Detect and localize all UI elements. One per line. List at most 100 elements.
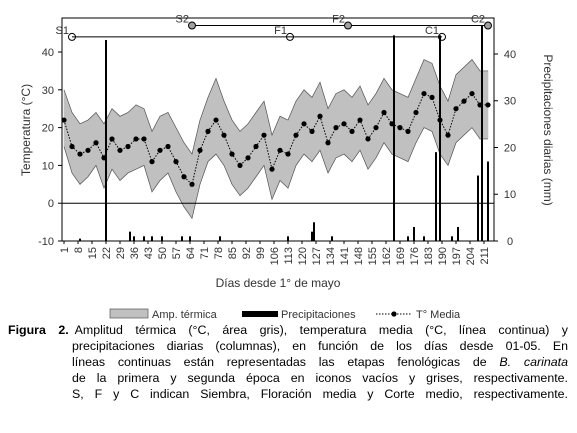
mean-dot	[165, 143, 171, 150]
mean-dot	[285, 151, 291, 157]
stage-label: S1	[56, 25, 69, 37]
x-tick-label: 176	[409, 247, 421, 265]
temp-range	[383, 77, 393, 156]
precip-bar	[451, 236, 453, 241]
precip-bar	[487, 161, 489, 241]
mean-dot	[293, 132, 299, 138]
stage-label: F2	[332, 14, 345, 26]
temp-range	[311, 82, 321, 163]
mean-dot	[181, 174, 187, 180]
caption-text: líneas continuas están representadas las…	[72, 355, 500, 369]
caption-italic: B. carinata	[499, 355, 568, 369]
x-tick-label: 36	[129, 247, 141, 259]
x-tick-label: 64	[185, 247, 197, 259]
legend-swatch	[109, 308, 149, 319]
mean-dot	[149, 159, 155, 165]
mean-dot	[109, 136, 115, 142]
stage-label: F1	[274, 25, 287, 37]
temp-range	[359, 85, 369, 170]
mean-dot	[93, 140, 99, 146]
x-tick-label: 141	[339, 247, 351, 265]
mean-dot	[485, 102, 491, 108]
precip-bar	[435, 152, 437, 241]
x-tick-label: 169	[395, 247, 407, 265]
temp-range	[287, 101, 297, 189]
x-tick-label: 106	[269, 247, 281, 265]
mean-dot	[117, 147, 123, 153]
y2-tick-label: 40	[504, 49, 516, 61]
mean-dot	[269, 166, 275, 172]
y-tick-label: 40	[42, 47, 54, 59]
mean-dot	[357, 117, 363, 123]
precip-bar	[129, 231, 131, 241]
temp-range	[407, 78, 417, 162]
mean-dot	[173, 159, 179, 165]
stage-label: S2	[176, 14, 189, 26]
x-tick-label: 155	[367, 247, 379, 265]
temp-range	[255, 100, 265, 178]
mean-dot	[141, 136, 147, 142]
legend-label: T° Media	[416, 309, 461, 321]
precip-bar	[457, 226, 459, 241]
temp-range	[367, 92, 377, 171]
precip-bar	[105, 39, 107, 241]
precip-bar	[311, 231, 313, 241]
temp-range	[351, 85, 361, 163]
stage-marker	[344, 21, 352, 30]
precip-bar	[181, 236, 183, 241]
caption-line: líneas continuas están representadas las…	[8, 354, 568, 370]
legend-label: Precipitaciones	[281, 309, 356, 321]
precip-bar	[331, 236, 333, 241]
mean-dot	[373, 125, 379, 131]
mean-dot	[253, 143, 259, 150]
stage-label: C1	[425, 25, 439, 37]
x-tick-label: 113	[283, 247, 295, 265]
mean-dot	[101, 155, 107, 161]
stage-marker	[188, 21, 196, 30]
temp-range	[231, 119, 241, 197]
y-tick-label: 0	[48, 198, 54, 210]
precip-bar	[143, 236, 145, 241]
caption-line: de la primera y segunda época en iconos …	[8, 370, 568, 386]
x-tick-label: 29	[115, 247, 127, 259]
legend-label: Amp. térmica	[152, 309, 218, 321]
y2-tick-label: 30	[504, 96, 516, 108]
y2-tick-label: 10	[504, 189, 516, 201]
precip-bar	[151, 236, 153, 241]
x-tick-label: 78	[213, 247, 225, 259]
mean-dot	[85, 147, 91, 153]
mean-dot	[477, 102, 483, 108]
caption-line: S, F y C indican Siembra, Floración medi…	[8, 386, 568, 402]
y2-axis-title: Precipitaciones diarias (mm)	[541, 54, 555, 205]
temp-range	[183, 141, 193, 220]
y-tick-label: 10	[42, 160, 54, 172]
precip-bar	[407, 236, 409, 241]
mean-dot	[365, 136, 371, 142]
chart: Temperatura (°C) Precipitaciones diarias…	[19, 14, 555, 321]
mean-dot	[205, 128, 211, 134]
mean-dot	[469, 90, 475, 97]
caption-label: Figura 2.	[8, 323, 69, 337]
x-axis-title: Días desde 1° de mayo	[216, 276, 341, 290]
precip-bar	[189, 236, 191, 241]
mean-dot	[245, 155, 251, 161]
mean-dot	[277, 147, 283, 153]
y2-tick-label: 0	[507, 236, 513, 248]
x-tick-label: 183	[423, 247, 435, 265]
x-tick-label: 85	[227, 247, 239, 259]
mean-dot	[157, 147, 163, 153]
mean-dot	[213, 117, 219, 123]
temp-range	[167, 112, 177, 192]
mean-dot	[461, 98, 467, 104]
legend-swatch	[391, 311, 397, 317]
mean-dot	[261, 132, 267, 138]
mean-dot	[69, 143, 75, 150]
mean-dot	[325, 140, 331, 146]
precip-bar	[423, 236, 425, 241]
mean-dot	[349, 128, 355, 134]
caption-line: Figura 2. Amplitud térmica (°C, área gris…	[8, 322, 568, 338]
precip-bar	[133, 236, 135, 241]
mean-dot	[341, 121, 347, 127]
caption-text: de la primera y segunda época en iconos …	[72, 371, 568, 385]
mean-dot	[421, 90, 427, 97]
